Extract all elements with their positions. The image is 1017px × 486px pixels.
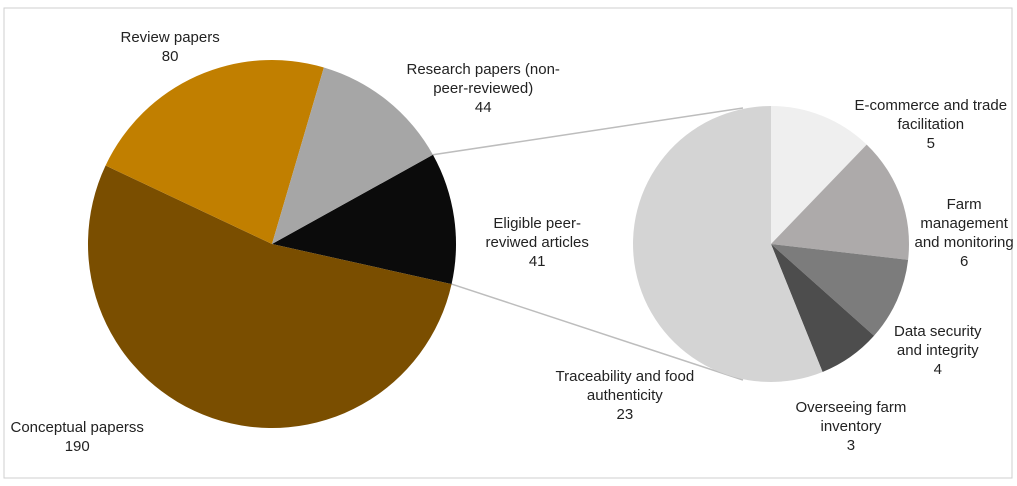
label-text: Review papers bbox=[120, 29, 220, 46]
plot-area-border bbox=[3, 7, 1013, 479]
value-text: 23 bbox=[616, 406, 634, 423]
value-text: 44 bbox=[474, 99, 492, 116]
label-text: peer-reviewed) bbox=[433, 80, 534, 97]
sub-slice-farm-management-and-monitoring bbox=[771, 144, 910, 260]
label-text: inventory bbox=[820, 418, 882, 435]
main-slice-review-papers bbox=[105, 60, 324, 244]
label-text: Traceability and food bbox=[555, 368, 695, 385]
main-slice-eligible-peer-reviwed-articles bbox=[272, 154, 456, 285]
label-text: management bbox=[920, 215, 1008, 232]
sub-label-farm-management-and-monitoring: Farm management and monitoring 6 bbox=[915, 195, 1014, 271]
connector-top-line bbox=[432, 107, 744, 156]
label-text: E-commerce and trade bbox=[854, 97, 1008, 114]
label-text: Research papers (non- bbox=[406, 61, 560, 78]
label-text: Conceptual paperss bbox=[10, 419, 144, 436]
sub-slice-traceability-and-food-authenticity bbox=[633, 106, 823, 382]
sub-label-e-commerce-and-trade-facilitation: E-commerce and trade facilitation 5 bbox=[855, 96, 1008, 153]
value-text: 41 bbox=[528, 253, 546, 270]
connector-bottom-line bbox=[451, 283, 744, 381]
value-text: 80 bbox=[161, 48, 179, 65]
main-slice-research-papers-non-peer-reviewed bbox=[272, 67, 433, 244]
label-text: Eligible peer- bbox=[493, 215, 581, 232]
label-text: Farm bbox=[946, 196, 982, 213]
sub-slice-data-security-and-integrity bbox=[771, 244, 909, 336]
main-label-eligible-peer-reviwed-articles: Eligible peer-reviwed articles 41 bbox=[486, 214, 589, 271]
sub-slice-overseeing-farm-inventory bbox=[771, 244, 875, 372]
value-text: 6 bbox=[959, 253, 969, 270]
value-text: 3 bbox=[846, 437, 856, 454]
label-text: reviwed articles bbox=[485, 234, 589, 251]
breakdown-pie bbox=[633, 106, 910, 382]
label-text: and monitoring bbox=[914, 234, 1014, 251]
sub-label-traceability-and-food-authenticity: Traceability and food authenticity 23 bbox=[556, 367, 695, 424]
sub-label-data-security-and-integrity: Data security and integrity 4 bbox=[894, 322, 982, 379]
value-text: 190 bbox=[64, 438, 90, 455]
value-text: 5 bbox=[926, 135, 935, 152]
label-text: Overseeing farm bbox=[795, 399, 907, 416]
sub-label-overseeing-farm-inventory: Overseeing farm inventory 3 bbox=[796, 398, 907, 455]
label-text: and integrity bbox=[896, 342, 979, 359]
connector-lines bbox=[432, 107, 744, 381]
label-text: Data security bbox=[894, 323, 982, 340]
sub-slice-e-commerce-and-trade-facilitation bbox=[771, 106, 867, 244]
main-slice-conceptual-paperss bbox=[87, 165, 452, 429]
label-text: authenticity bbox=[586, 387, 663, 404]
main-label-conceptual-paperss: Conceptual paperss 190 bbox=[11, 418, 144, 456]
main-label-research-papers-non-peer-reviewed: Research papers (non-peer-reviewed) 44 bbox=[407, 60, 560, 117]
value-text: 4 bbox=[933, 361, 942, 378]
main-pie bbox=[87, 60, 456, 429]
main-label-review-papers: Review papers 80 bbox=[121, 28, 220, 66]
label-text: facilitation bbox=[897, 116, 965, 133]
